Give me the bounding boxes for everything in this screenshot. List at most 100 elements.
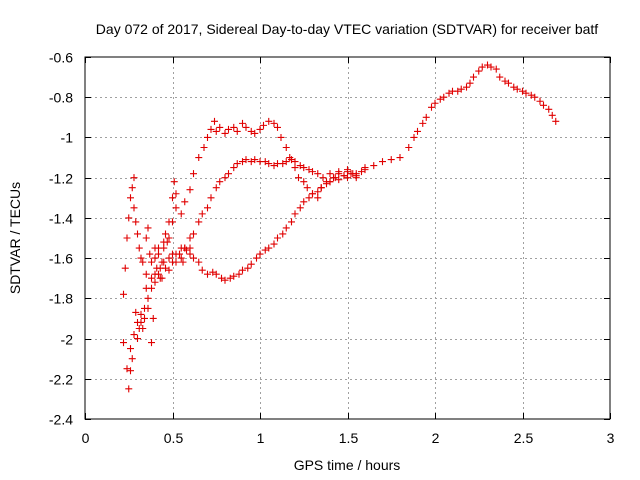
data-point-marker — [265, 244, 273, 252]
data-point-marker — [552, 117, 560, 125]
data-point-marker — [314, 194, 322, 202]
data-point-marker — [358, 168, 365, 176]
data-point-marker — [186, 234, 194, 242]
data-point-marker — [463, 83, 470, 91]
data-point-marker — [431, 99, 439, 107]
data-point-marker — [225, 125, 232, 133]
data-point-marker — [470, 73, 477, 81]
data-point-marker — [132, 308, 140, 316]
data-point-marker — [176, 250, 183, 258]
data-point-marker — [162, 230, 169, 238]
data-point-marker — [156, 274, 164, 282]
data-point-marker — [314, 170, 322, 178]
y-tick-label: -1 — [61, 130, 74, 146]
data-point-marker — [466, 79, 474, 87]
data-point-marker — [132, 218, 140, 226]
data-points — [120, 61, 560, 393]
data-point-marker — [216, 123, 224, 131]
y-tick-labels: -2.4 -2.2 -2 -1.8 -1.6 -1.4 -1.2 -1 -0.8 -0.6 — [49, 50, 73, 428]
data-point-marker — [128, 355, 136, 363]
data-point-marker — [270, 119, 278, 127]
data-point-marker — [282, 224, 290, 232]
data-point-marker — [457, 85, 465, 93]
data-point-marker — [139, 258, 147, 266]
data-point-marker — [396, 154, 404, 162]
data-point-marker — [153, 264, 161, 272]
data-point-marker — [244, 264, 252, 272]
data-point-marker — [172, 190, 180, 198]
x-tick-labels: 0 0.5 1 1.5 2 2.5 3 — [82, 430, 615, 446]
data-point-marker — [221, 276, 229, 284]
data-point-marker — [127, 367, 134, 375]
y-tick-label: -1.6 — [49, 251, 73, 267]
data-point-marker — [207, 194, 215, 202]
data-point-marker — [165, 266, 173, 274]
data-point-marker — [270, 240, 278, 248]
data-point-marker — [221, 174, 229, 182]
data-point-marker — [137, 254, 145, 262]
data-point-marker — [144, 224, 152, 232]
data-point-marker — [190, 254, 197, 262]
data-point-marker — [148, 274, 155, 282]
data-point-marker — [410, 133, 418, 141]
data-point-marker — [309, 190, 316, 198]
data-point-marker — [540, 101, 547, 109]
chart-title: Day 072 of 2017, Sidereal Day-to-day VTE… — [96, 21, 599, 37]
data-point-marker — [548, 111, 556, 119]
data-point-marker — [148, 284, 155, 292]
data-point-marker — [186, 186, 194, 194]
data-point-marker — [142, 270, 150, 278]
data-point-marker — [125, 385, 133, 393]
data-point-marker — [169, 194, 176, 202]
data-point-marker — [179, 258, 187, 266]
data-point-marker — [151, 278, 159, 286]
data-point-marker — [151, 254, 159, 262]
data-point-marker — [198, 210, 206, 218]
data-point-marker — [536, 97, 544, 105]
data-point-marker — [134, 335, 141, 343]
data-point-marker — [282, 144, 290, 151]
y-tick-label: -2.2 — [49, 372, 73, 388]
data-point-marker — [492, 65, 500, 73]
data-point-marker — [144, 304, 152, 312]
data-point-marker — [422, 113, 430, 121]
x-tick-label: 1 — [257, 430, 265, 446]
data-point-marker — [247, 260, 255, 268]
data-point-marker — [531, 93, 539, 101]
data-point-marker — [190, 170, 197, 178]
data-point-marker — [242, 156, 250, 164]
data-point-marker — [296, 204, 304, 212]
data-point-marker — [405, 144, 413, 151]
data-point-marker — [274, 123, 281, 131]
y-tick-label: -0.8 — [49, 90, 73, 106]
x-tick-label: 0.5 — [164, 430, 184, 446]
y-tick-label: -1.4 — [49, 211, 73, 227]
data-point-marker — [165, 254, 173, 262]
data-point-marker — [317, 184, 325, 192]
data-point-marker — [212, 270, 220, 278]
data-point-marker — [200, 144, 208, 151]
data-point-marker — [326, 178, 334, 186]
x-tick-label: 3 — [607, 430, 615, 446]
data-point-marker — [295, 174, 302, 182]
data-point-marker — [148, 339, 155, 347]
data-point-marker — [169, 258, 176, 266]
data-point-marker — [288, 218, 295, 226]
data-point-marker — [239, 266, 246, 274]
data-point-marker — [379, 158, 386, 166]
data-point-marker — [155, 250, 162, 258]
x-tick-label: 1.5 — [339, 430, 359, 446]
data-point-marker — [165, 218, 173, 226]
data-point-marker — [265, 160, 273, 168]
data-point-marker — [260, 121, 267, 129]
data-point-marker — [127, 194, 134, 202]
data-point-marker — [134, 230, 141, 238]
data-point-marker — [170, 178, 178, 186]
data-point-marker — [135, 244, 143, 252]
data-point-marker — [475, 67, 483, 75]
data-point-marker — [513, 85, 521, 93]
data-point-marker — [165, 234, 173, 242]
data-point-marker — [207, 125, 215, 133]
data-point-marker — [190, 230, 197, 238]
